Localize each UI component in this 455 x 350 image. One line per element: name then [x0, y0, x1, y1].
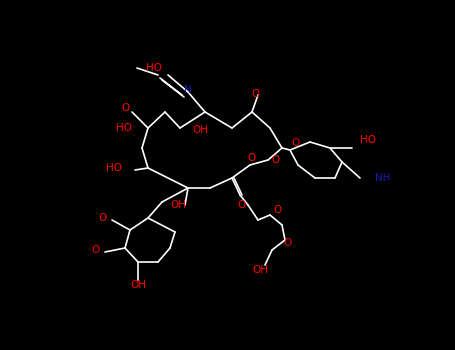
Text: O: O: [92, 245, 100, 255]
Text: OH: OH: [252, 265, 268, 275]
Text: O: O: [99, 213, 107, 223]
Text: HO: HO: [106, 163, 122, 173]
Text: O: O: [122, 103, 130, 113]
Text: O: O: [248, 153, 256, 163]
Text: NH: NH: [375, 173, 390, 183]
Text: O: O: [291, 138, 299, 148]
Text: N: N: [184, 85, 192, 95]
Text: O: O: [284, 238, 292, 248]
Text: HO: HO: [360, 135, 376, 145]
Text: HO: HO: [116, 123, 132, 133]
Text: O: O: [238, 200, 246, 210]
Text: O: O: [271, 155, 279, 165]
Text: HO: HO: [146, 63, 162, 73]
Text: OH: OH: [192, 125, 208, 135]
Text: O: O: [251, 89, 259, 99]
Text: OH: OH: [130, 280, 146, 290]
Text: OH: OH: [170, 200, 186, 210]
Text: O: O: [274, 205, 282, 215]
